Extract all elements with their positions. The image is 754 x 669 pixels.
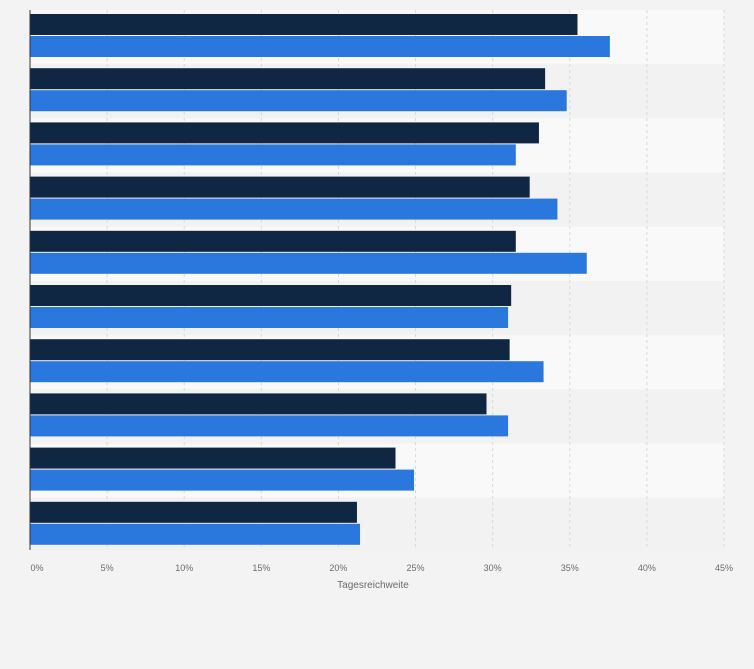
- bar-series2[interactable]: [30, 415, 509, 437]
- x-tick-label: 30%: [484, 563, 502, 573]
- bar-series2[interactable]: [30, 36, 610, 57]
- x-tick-label: 45%: [715, 563, 733, 573]
- x-tick-label: 40%: [638, 563, 656, 573]
- x-axis-label: Tagesreichweite: [337, 580, 409, 591]
- bar-series1[interactable]: [30, 285, 512, 306]
- bar-series2[interactable]: [30, 252, 587, 274]
- bar-series1[interactable]: [30, 176, 530, 198]
- bar-series1[interactable]: [30, 447, 396, 469]
- bar-series1[interactable]: [30, 230, 516, 252]
- bar-series2[interactable]: [30, 198, 558, 220]
- bar-series2[interactable]: [30, 90, 567, 112]
- bar-series1[interactable]: [30, 122, 539, 144]
- x-tick-label: 20%: [329, 563, 347, 573]
- x-tick-label: 15%: [252, 563, 270, 573]
- bars: [30, 14, 610, 545]
- bar-series1[interactable]: [30, 68, 546, 90]
- bar-series1[interactable]: [30, 501, 357, 523]
- x-tick-label: 35%: [561, 563, 579, 573]
- bar-series2[interactable]: [30, 307, 509, 328]
- bar-series2[interactable]: [30, 523, 361, 545]
- bar-series1[interactable]: [30, 14, 578, 35]
- x-tick-label: 5%: [101, 563, 114, 573]
- bar-series2[interactable]: [30, 361, 544, 383]
- x-tick-label: 10%: [175, 563, 193, 573]
- bar-series1[interactable]: [30, 393, 487, 415]
- x-tick-label: 0%: [30, 563, 43, 573]
- bar-series2[interactable]: [30, 144, 516, 166]
- x-tick-label: 25%: [407, 563, 425, 573]
- x-axis-ticks: 0% 5% 10% 15% 20% 25% 30% 35% 40% 45%: [30, 563, 733, 573]
- bar-series2[interactable]: [30, 469, 415, 491]
- bar-series1[interactable]: [30, 339, 510, 361]
